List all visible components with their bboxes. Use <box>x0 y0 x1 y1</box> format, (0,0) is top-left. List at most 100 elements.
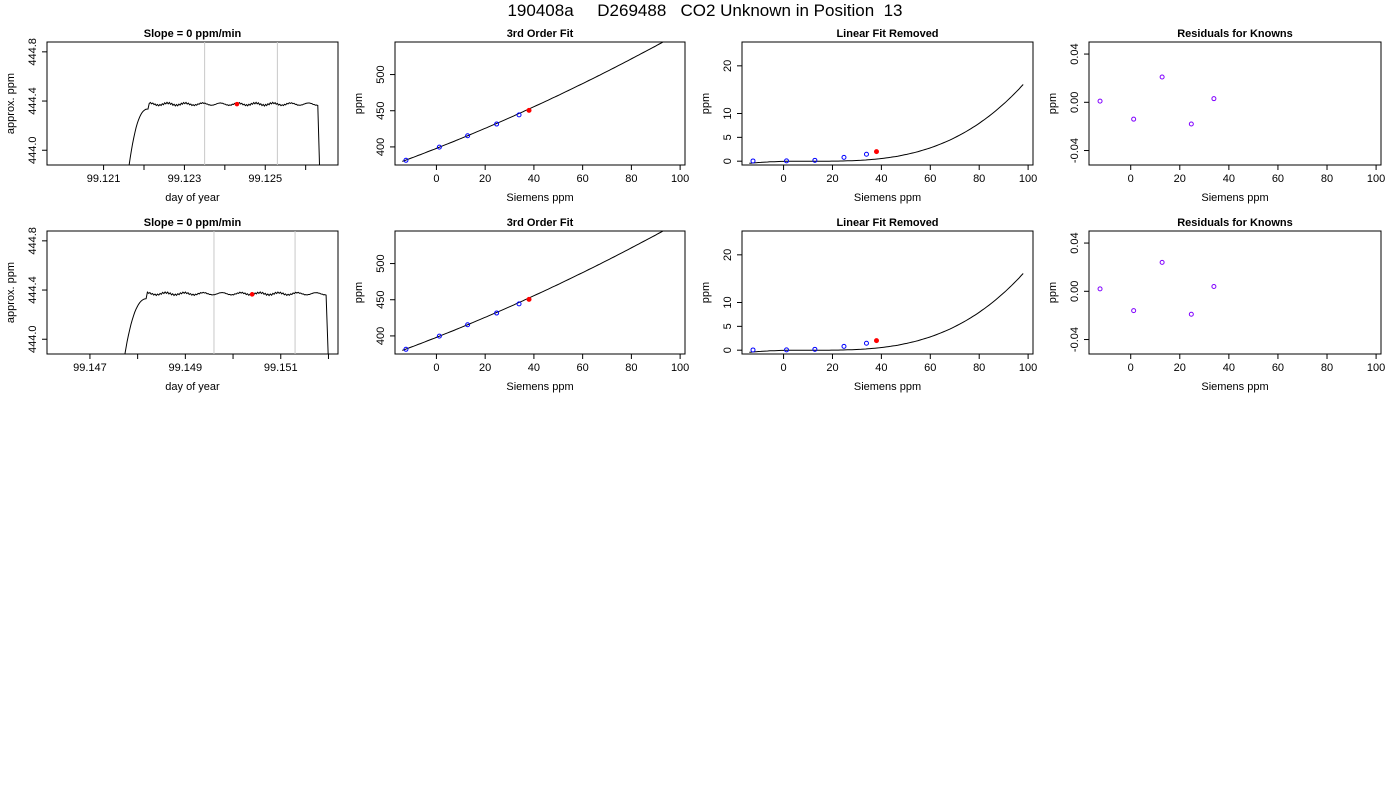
page-title: 190408a D269488 CO2 Unknown in Position … <box>507 1 903 20</box>
y-axis-label: ppm <box>700 93 712 114</box>
known-point <box>436 333 442 339</box>
x-tick-label: 40 <box>1223 362 1235 374</box>
residual-point <box>1159 74 1165 80</box>
x-axis-label: day of year <box>165 381 220 393</box>
x-tick-label: 99.123 <box>168 173 202 185</box>
chart-title: Residuals for Knowns <box>1177 28 1293 40</box>
plot-frame <box>46 41 339 166</box>
known-point <box>784 158 790 164</box>
y-axis-label: ppm <box>700 282 712 303</box>
x-tick-label: 100 <box>671 173 689 185</box>
x-axis-label: Siemens ppm <box>1201 381 1268 393</box>
known-point <box>863 151 869 157</box>
x-axis-label: Siemens ppm <box>506 192 573 204</box>
known-point <box>494 310 500 316</box>
x-axis-label: Siemens ppm <box>854 381 921 393</box>
chart-panel: 3rd Order Fit Siemens ppm ppm 0 20 40 60 80 100 4… <box>353 217 689 393</box>
x-tick-label: 40 <box>1223 173 1235 185</box>
unknown-point <box>526 296 532 302</box>
y-tick-label: 20 <box>722 60 734 72</box>
unknown-point <box>873 338 879 344</box>
known-point <box>784 347 790 353</box>
known-point <box>863 340 869 346</box>
chart-panel: Residuals for Knowns Siemens ppm ppm 0 20 40 6… <box>1047 217 1385 393</box>
x-tick-label: 100 <box>671 362 689 374</box>
x-tick-label: 80 <box>973 173 985 185</box>
known-point <box>516 301 522 307</box>
x-tick-label: 80 <box>625 362 637 374</box>
residual-point <box>1159 259 1165 265</box>
fit-curve <box>749 273 1024 353</box>
x-tick-label: 20 <box>826 362 838 374</box>
residual-point <box>1131 308 1137 314</box>
x-tick-label: 0 <box>1128 173 1134 185</box>
known-point <box>436 144 442 150</box>
chart-title: Slope = 0 ppm/min <box>144 28 242 40</box>
x-tick-label: 60 <box>577 173 589 185</box>
x-tick-label: 100 <box>1019 362 1037 374</box>
y-tick-label: 0.00 <box>1069 92 1081 113</box>
unknown-marker <box>249 292 255 297</box>
x-tick-label: 40 <box>875 173 887 185</box>
known-point <box>812 157 818 163</box>
y-tick-label: 444.4 <box>27 87 39 115</box>
y-axis-label: ppm <box>1047 282 1059 303</box>
x-tick-label: 40 <box>875 362 887 374</box>
x-tick-label: 100 <box>1367 362 1385 374</box>
x-tick-label: 0 <box>781 173 787 185</box>
x-tick-label: 0 <box>433 173 439 185</box>
known-point <box>812 346 818 352</box>
known-point <box>841 343 847 349</box>
chart-title: Linear Fit Removed <box>836 217 938 229</box>
y-tick-label: 444.0 <box>27 325 39 353</box>
x-tick-label: 60 <box>1272 362 1284 374</box>
x-tick-label: 80 <box>1321 173 1333 185</box>
y-tick-label: -0.04 <box>1069 327 1081 352</box>
fit-curve <box>402 42 665 162</box>
x-tick-label: 100 <box>1367 173 1385 185</box>
known-point <box>465 133 471 139</box>
chart-panel: Residuals for Knowns Siemens ppm ppm 0 20 40 6… <box>1047 28 1385 204</box>
y-tick-label: 0.00 <box>1069 281 1081 302</box>
chart-panel: Slope = 0 ppm/min day of year approx. ppm 9… <box>5 28 339 204</box>
x-axis-label: Siemens ppm <box>854 192 921 204</box>
y-tick-label: 20 <box>722 249 734 261</box>
plot-frame <box>394 41 686 166</box>
plot-frame <box>741 230 1034 355</box>
unknown-marker <box>234 101 240 107</box>
y-tick-label: 5 <box>722 134 734 140</box>
x-tick-label: 0 <box>1128 362 1134 374</box>
y-axis-label: ppm <box>353 282 365 303</box>
x-tick-label: 80 <box>1321 362 1333 374</box>
y-tick-label: 0.04 <box>1069 43 1081 64</box>
plot-frame <box>46 230 339 355</box>
known-point <box>750 347 756 353</box>
y-tick-label: 450 <box>375 291 387 309</box>
x-tick-label: 20 <box>1174 362 1186 374</box>
known-point <box>403 157 409 163</box>
x-tick-label: 99.121 <box>87 173 121 185</box>
plot-frame <box>1088 230 1382 355</box>
y-axis-label: ppm <box>1047 93 1059 114</box>
known-point <box>465 322 471 328</box>
x-tick-label: 99.151 <box>264 362 298 374</box>
x-tick-label: 100 <box>1019 173 1037 185</box>
y-axis-label: ppm <box>353 93 365 114</box>
residual-point <box>1188 121 1194 127</box>
chart-title: Slope = 0 ppm/min <box>144 217 242 229</box>
y-tick-label: 0 <box>722 158 734 164</box>
chart-title: 3rd Order Fit <box>507 28 574 40</box>
fit-curve <box>749 84 1024 164</box>
y-tick-label: 400 <box>375 327 387 345</box>
x-axis-label: Siemens ppm <box>506 381 573 393</box>
known-point <box>750 158 756 164</box>
y-tick-label: 0.04 <box>1069 232 1081 253</box>
y-tick-label: 10 <box>722 107 734 119</box>
plot-frame <box>1088 41 1382 166</box>
known-point <box>841 154 847 160</box>
y-tick-label: 444.4 <box>27 276 39 304</box>
x-tick-label: 99.125 <box>248 173 282 185</box>
chart-title: Residuals for Knowns <box>1177 217 1293 229</box>
y-tick-label: 10 <box>722 296 734 308</box>
residual-point <box>1211 96 1217 102</box>
